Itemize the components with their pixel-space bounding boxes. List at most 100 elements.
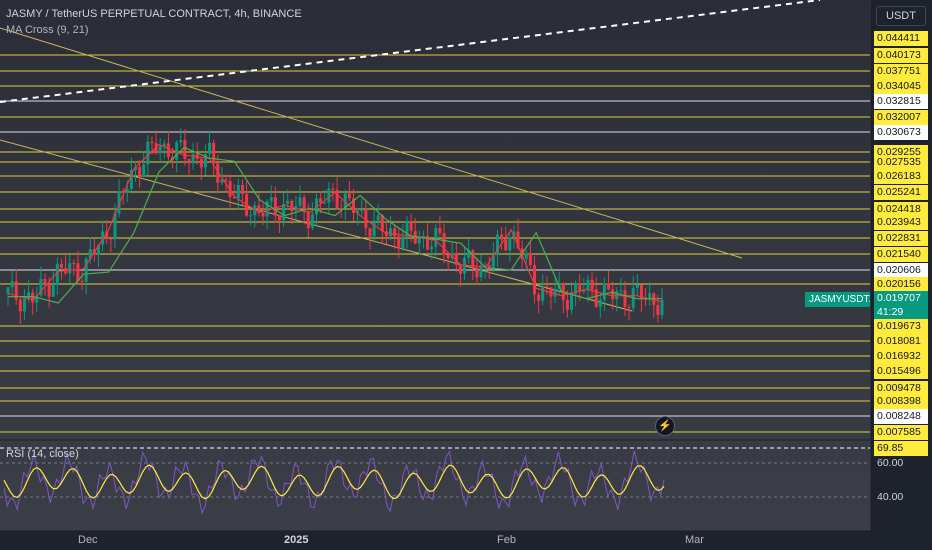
candle-body [105,231,109,239]
price-level-label: 0.007585 [874,425,928,440]
candle-body [125,188,129,193]
currency-button[interactable]: USDT [876,6,926,26]
candle-body [31,292,35,303]
bar-countdown: 41:29 [877,306,904,318]
price-level-label: 0.018081 [874,334,928,349]
candle-body [154,143,158,154]
candle-body [528,253,532,265]
candle-body [96,244,100,255]
candle-body [376,215,380,221]
candle-body [565,300,569,310]
price-level-label: 0.027535 [874,155,928,170]
candle-body [619,290,623,292]
price-level-label: 0.015496 [874,364,928,379]
candle-body [458,264,462,274]
candle-body [310,214,314,228]
candle-body [80,281,84,283]
candle-body [187,158,191,164]
scale-corner [870,530,932,550]
candle-body [590,279,594,290]
candle-body [150,141,154,144]
candle-body [286,200,290,204]
price-level-label: 0.026183 [874,169,928,184]
candle-body [220,179,224,183]
price-level-label: 0.025241 [874,185,928,200]
candle-body [389,228,393,237]
candle-body [393,228,397,237]
candle-body [483,265,487,267]
chart-title[interactable]: JASMY / TetherUS PERPETUAL CONTRACT, 4h,… [6,8,302,20]
candle-body [59,263,63,268]
price-level-label: 0.022831 [874,231,928,246]
candle-body [426,236,430,250]
candle-body [352,198,356,213]
candle-body [199,159,203,168]
candle-body [10,281,14,288]
candle-body [257,205,261,213]
price-level-label: 0.037751 [874,64,928,79]
price-level-label: 0.034045 [874,79,928,94]
candle-body [639,284,643,300]
candle-body [405,221,409,237]
candle-body [545,286,549,288]
candle-body [347,193,351,199]
candle-body [343,193,347,209]
candle-body [236,185,240,199]
chart-canvas[interactable]: JASMY / TetherUS PERPETUAL CONTRACT, 4h,… [0,0,870,530]
candle-body [162,143,166,147]
candle-body [51,284,55,297]
candle-body [84,258,88,282]
candle-body [138,167,142,177]
candle-body [240,185,244,195]
candle-body [335,189,339,209]
candle-body [360,210,364,212]
lightning-icon[interactable]: ⚡ [655,416,675,436]
candle-body [43,278,47,285]
time-label-dec: Dec [78,534,98,546]
ma-fast-line [7,143,663,303]
price-level-label: 0.020606 [874,263,928,278]
candle-body [339,208,343,210]
candle-body [491,254,495,270]
ma-slow-line [8,146,662,304]
price-level-label: 0.032007 [874,110,928,125]
candle-body [319,198,323,203]
ma-cross-legend[interactable]: MA Cross (9, 21) [6,24,89,36]
candle-body [72,262,76,264]
price-level-label: 0.016932 [874,349,928,364]
candle-body [323,202,327,204]
time-label-2025: 2025 [284,534,309,546]
rsi-scale-label: 69.85 [874,441,928,456]
candle-body [578,283,582,292]
price-chart-svg[interactable] [0,0,870,530]
candle-body [261,212,265,217]
time-label-mar: Mar [685,534,704,546]
candle-body [372,220,376,237]
candle-body [635,284,639,288]
price-level-label: 0.019673 [874,319,928,334]
candle-body [175,142,179,160]
candle-body [121,191,125,193]
candle-body [314,198,318,215]
candle-body [537,294,541,301]
candle-body [290,200,294,211]
rsi-legend[interactable]: RSI (14, close) [6,448,79,460]
candle-body [512,231,516,238]
candle-body [76,263,80,282]
candle-body [660,299,664,315]
candle-body [356,210,360,213]
price-level-label: 0.040173 [874,48,928,63]
candle-body [594,289,598,308]
candle-body [553,288,557,297]
candle-body [265,201,269,217]
time-axis[interactable]: Dec 2025 Feb Mar [0,530,870,550]
rsi-ma-line [3,464,665,500]
candle-body [380,215,384,232]
candle-body [401,236,405,249]
time-label-feb: Feb [497,534,516,546]
candle-body [541,286,545,301]
candle-body [504,239,508,251]
candle-body [331,188,335,190]
candle-body [607,283,611,290]
candle-body [146,141,150,165]
